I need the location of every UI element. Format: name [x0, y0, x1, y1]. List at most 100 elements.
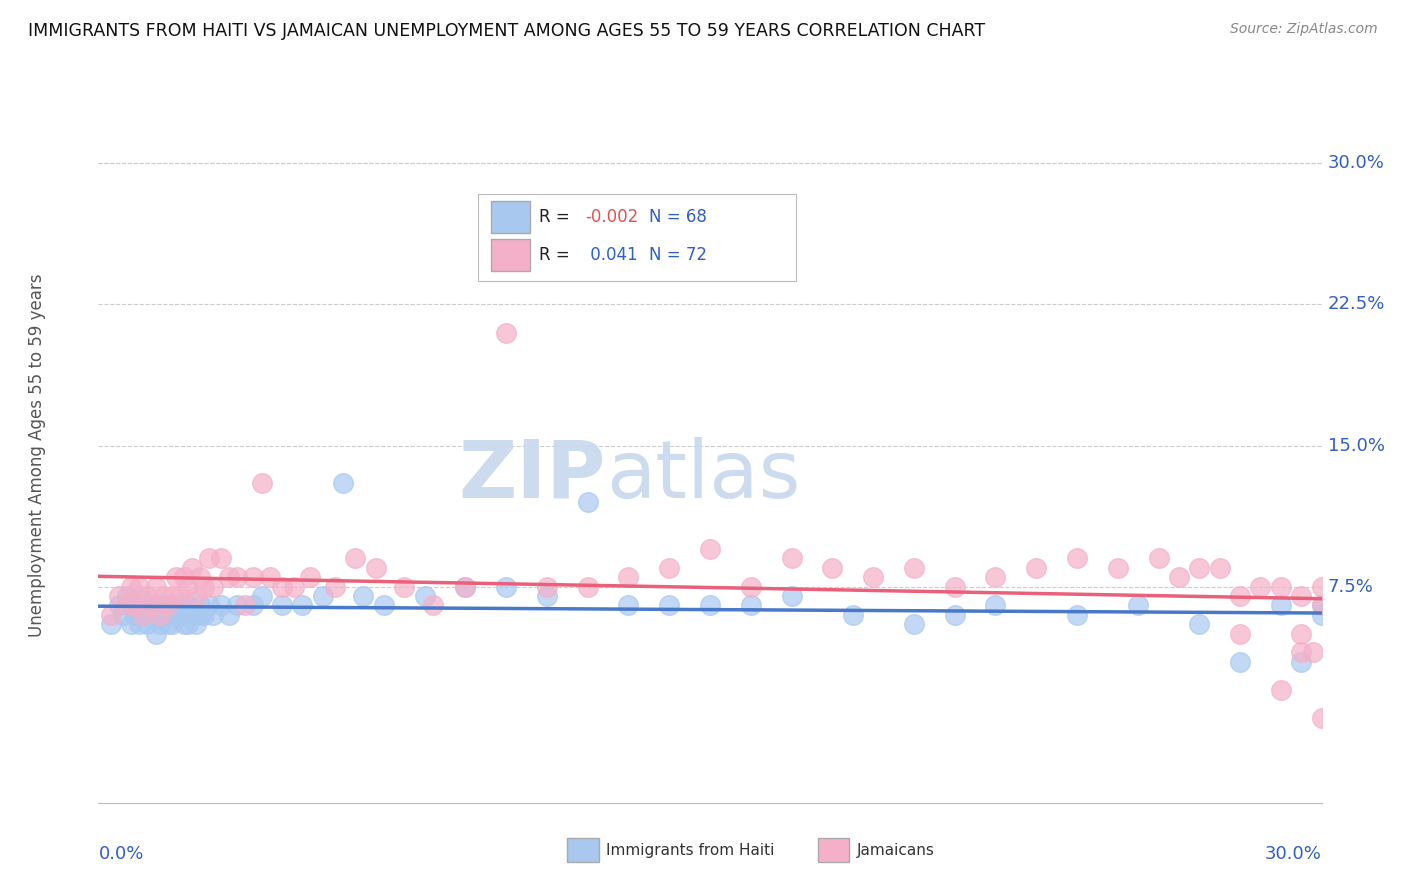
Point	[1291, 626, 1313, 640]
Point	[218, 607, 240, 622]
Point	[188, 570, 212, 584]
Point	[1291, 645, 1313, 659]
Point	[165, 570, 187, 584]
Point	[658, 560, 681, 574]
Point	[1270, 683, 1292, 698]
Point	[903, 617, 925, 632]
Point	[177, 617, 200, 632]
Point	[188, 607, 212, 622]
Point	[169, 599, 191, 613]
Point	[1107, 560, 1129, 574]
Point	[250, 476, 273, 491]
Point	[495, 580, 517, 594]
Point	[576, 495, 599, 509]
Point	[201, 580, 224, 594]
Point	[413, 589, 436, 603]
Point	[132, 607, 155, 622]
Point	[181, 560, 204, 574]
Point	[160, 589, 183, 603]
Point	[177, 580, 200, 594]
Point	[740, 580, 762, 594]
Point	[1302, 645, 1324, 659]
Point	[242, 570, 264, 584]
Point	[115, 589, 138, 603]
Text: 0.0%: 0.0%	[98, 845, 143, 863]
Point	[291, 599, 314, 613]
Point	[1229, 589, 1251, 603]
Point	[149, 599, 172, 613]
Point	[128, 580, 150, 594]
Point	[943, 607, 966, 622]
Point	[270, 580, 294, 594]
Point	[120, 580, 142, 594]
Point	[250, 589, 273, 603]
Point	[422, 599, 444, 613]
Point	[740, 599, 762, 613]
Point	[364, 560, 387, 574]
Point	[124, 607, 146, 622]
Point	[201, 607, 224, 622]
Point	[1066, 607, 1088, 622]
Point	[100, 607, 122, 622]
Text: 7.5%: 7.5%	[1327, 577, 1374, 596]
Point	[209, 551, 232, 566]
Point	[283, 580, 305, 594]
Point	[1147, 551, 1170, 566]
Text: 30.0%: 30.0%	[1265, 845, 1322, 863]
Point	[169, 607, 191, 622]
Point	[1249, 580, 1271, 594]
Point	[160, 599, 183, 613]
Point	[1167, 570, 1189, 584]
Point	[699, 541, 721, 556]
Point	[136, 599, 159, 613]
Point	[128, 617, 150, 632]
Point	[454, 580, 477, 594]
Point	[699, 599, 721, 613]
Point	[132, 607, 155, 622]
Point	[186, 617, 208, 632]
Point	[1066, 551, 1088, 566]
FancyBboxPatch shape	[491, 238, 530, 270]
Point	[332, 476, 354, 491]
Point	[259, 570, 281, 584]
Point	[152, 589, 174, 603]
Point	[242, 599, 264, 613]
Point	[124, 599, 146, 613]
Point	[165, 607, 187, 622]
Point	[1270, 580, 1292, 594]
Point	[149, 617, 172, 632]
Point	[312, 589, 335, 603]
Point	[270, 599, 294, 613]
Point	[173, 570, 195, 584]
FancyBboxPatch shape	[818, 838, 849, 862]
Point	[352, 589, 374, 603]
Point	[100, 617, 122, 632]
Point	[821, 560, 844, 574]
Point	[1209, 560, 1232, 574]
Point	[1128, 599, 1150, 613]
Point	[344, 551, 367, 566]
Point	[193, 607, 215, 622]
Point	[197, 599, 219, 613]
Point	[218, 570, 240, 584]
Point	[617, 599, 640, 613]
Point	[984, 599, 1007, 613]
Point	[658, 599, 681, 613]
Text: R =: R =	[538, 245, 575, 263]
Point	[1310, 599, 1333, 613]
Point	[197, 551, 219, 566]
Point	[108, 599, 131, 613]
Point	[1310, 711, 1333, 725]
Point	[576, 580, 599, 594]
Text: 15.0%: 15.0%	[1327, 436, 1385, 455]
Point	[226, 570, 249, 584]
Point	[984, 570, 1007, 584]
Point	[1310, 607, 1333, 622]
Point	[145, 580, 167, 594]
Point	[943, 580, 966, 594]
Point	[193, 580, 215, 594]
Point	[156, 599, 179, 613]
Point	[141, 607, 163, 622]
Point	[233, 599, 256, 613]
Point	[1229, 655, 1251, 669]
